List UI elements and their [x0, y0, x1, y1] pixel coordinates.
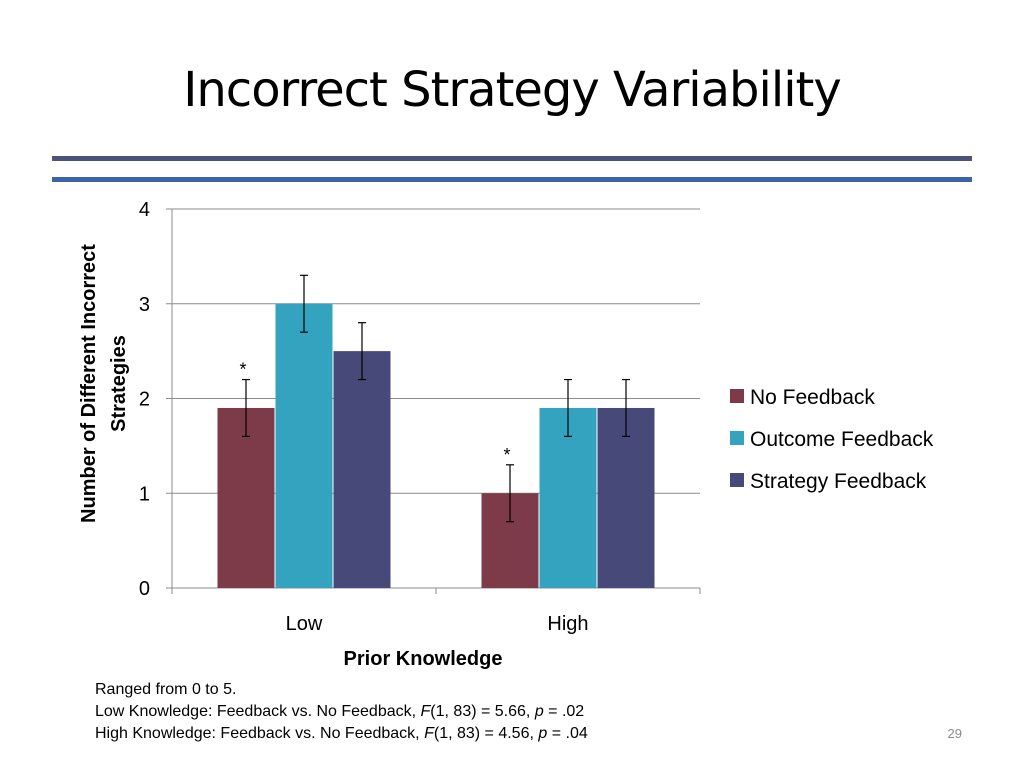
slide-number: 29: [947, 726, 962, 741]
bar-high-strategy-feedback: [597, 407, 655, 588]
error-bars: [242, 274, 630, 523]
note-low-f: F: [420, 703, 431, 720]
slide-title: Incorrect Strategy Variability: [183, 62, 842, 118]
bar-low-no-feedback: [217, 407, 275, 588]
legend: No Feedback Outcome Feedback Strategy Feed…: [730, 386, 934, 493]
bars: [217, 303, 655, 588]
bar-chart: 0 1 2 3 4 Low High * * Prior Knowledge Number of D…: [78, 199, 934, 670]
y-tick-label: 1: [139, 483, 150, 505]
x-tick-label: Low: [286, 613, 323, 635]
y-tick-label: 4: [139, 199, 150, 221]
bar-low-outcome-feedback: [275, 303, 333, 588]
note-high-stats: (1, 83) = 4.56,: [433, 725, 539, 742]
note-high-p: p: [538, 725, 548, 742]
legend-swatch: [730, 431, 744, 445]
significance-annotation: *: [503, 445, 510, 465]
note-low-stats: (1, 83) = 5.66,: [430, 703, 535, 720]
y-tick-label: 3: [139, 294, 150, 316]
y-tick-label: 0: [139, 578, 150, 600]
y-axis-title-line: Number of Different Incorrect: [78, 244, 100, 523]
note-low-pvalue: = .02: [543, 703, 585, 720]
slide-notes: Ranged from 0 to 5. Low Knowledge: Feedb…: [95, 679, 588, 745]
legend-swatch: [730, 389, 744, 403]
note-high-knowledge: High Knowledge: Feedback vs. No Feedback…: [95, 723, 588, 745]
legend-swatch: [730, 473, 744, 487]
note-range: Ranged from 0 to 5.: [95, 681, 237, 698]
note-high-prefix: High Knowledge: Feedback vs. No Feedback…: [95, 725, 425, 742]
title-divider-bottom: [52, 177, 972, 182]
y-axis-title-line: Strategies: [108, 335, 130, 432]
significance-annotation: *: [239, 360, 246, 380]
x-axis-title: Prior Knowledge: [344, 648, 503, 670]
legend-label: No Feedback: [750, 386, 875, 409]
note-low-p: p: [534, 703, 544, 720]
note-low-knowledge: Low Knowledge: Feedback vs. No Feedback,…: [95, 701, 588, 723]
note-high-pvalue: = .04: [547, 725, 588, 742]
legend-label: Strategy Feedback: [750, 470, 927, 493]
legend-label: Outcome Feedback: [750, 428, 934, 451]
note-high-f: F: [424, 725, 434, 742]
bar-high-outcome-feedback: [539, 407, 597, 588]
title-divider-top: [52, 156, 972, 161]
note-low-prefix: Low Knowledge: Feedback vs. No Feedback,: [95, 703, 421, 720]
x-tick-label: High: [547, 613, 588, 635]
y-tick-label: 2: [139, 389, 150, 411]
axis-labels: 0 1 2 3 4 Low High * * Prior Knowledge Number of D…: [78, 199, 589, 670]
bar-low-strategy-feedback: [333, 351, 391, 588]
